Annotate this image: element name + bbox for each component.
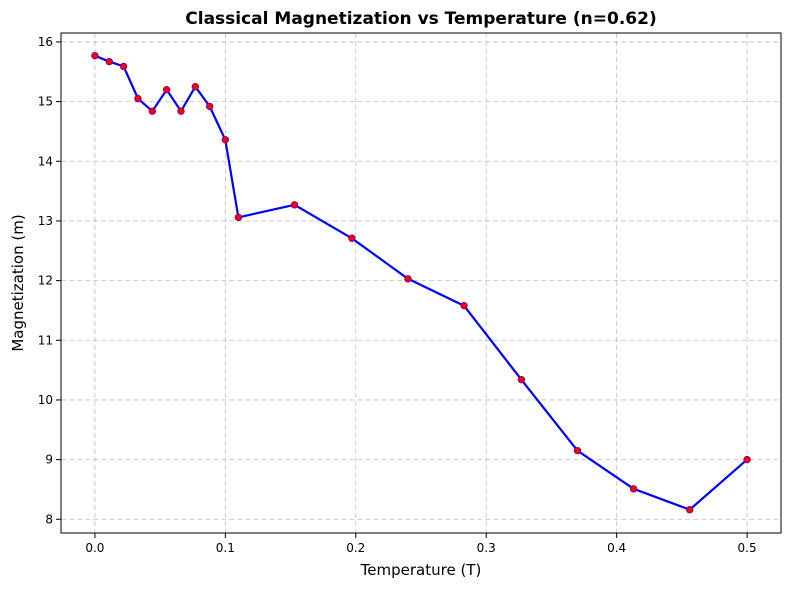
plot-frame — [60, 32, 782, 534]
data-point — [743, 455, 751, 464]
data-point — [221, 136, 230, 144]
y-axis-ticks: 8 9 10 11 12 13 14 15 16 — [38, 35, 61, 526]
y-tick-label: 11 — [38, 333, 53, 347]
data-point — [105, 57, 113, 66]
y-tick-label: 14 — [38, 154, 53, 168]
x-tick-label: 0.2 — [346, 541, 365, 555]
x-tick-label: 0.5 — [738, 541, 757, 555]
series-layer — [91, 51, 751, 514]
data-point — [348, 234, 356, 242]
x-tick-label: 0.3 — [477, 541, 496, 555]
data-point — [573, 446, 582, 455]
data-point — [205, 102, 214, 111]
y-tick-label: 12 — [38, 274, 53, 288]
y-tick-label: 15 — [38, 95, 53, 109]
data-point — [162, 85, 171, 94]
data-point — [685, 506, 694, 514]
data-point — [629, 485, 638, 493]
chart-title: Classical Magnetization vs Temperature (… — [185, 9, 656, 29]
data-point — [177, 107, 185, 115]
x-axis-ticks: 0.0 0.1 0.2 0.3 0.4 0.5 — [85, 533, 757, 555]
grid — [61, 33, 781, 533]
y-tick-label: 10 — [38, 393, 53, 407]
y-tick-label: 9 — [45, 453, 53, 467]
data-point — [134, 94, 142, 103]
x-tick-label: 0.0 — [85, 541, 104, 555]
data-point — [148, 107, 157, 115]
y-tick-label: 13 — [38, 214, 53, 228]
y-axis-label: Magnetization (m) — [9, 214, 27, 351]
data-point — [91, 51, 99, 60]
data-point — [234, 213, 243, 222]
data-point — [119, 62, 128, 71]
data-point — [460, 301, 468, 310]
y-tick-label: 8 — [45, 512, 53, 526]
y-tick-label: 16 — [38, 35, 53, 49]
data-point — [404, 275, 412, 283]
data-point — [290, 201, 299, 209]
x-axis-label: Temperature (T) — [360, 561, 482, 579]
data-point — [517, 375, 526, 384]
x-tick-label: 0.1 — [216, 541, 235, 555]
x-tick-label: 0.4 — [607, 541, 626, 555]
data-point — [191, 82, 200, 91]
